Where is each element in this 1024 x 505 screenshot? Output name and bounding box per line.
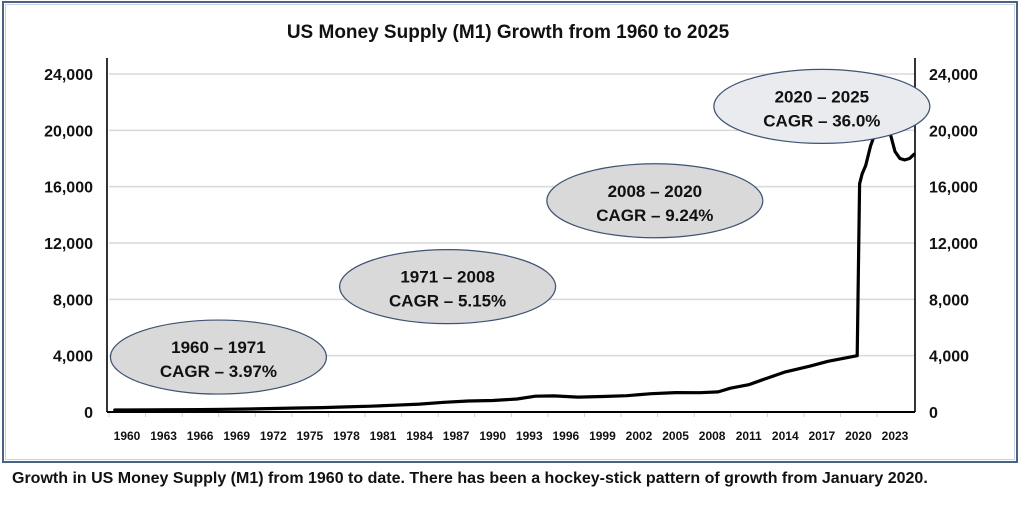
x-tick-label: 2020 bbox=[845, 429, 872, 443]
y-tick-label-right: 4,000 bbox=[929, 349, 969, 366]
annotation-callout: 2020 – 2025 CAGR – 36.0% bbox=[713, 68, 931, 144]
x-tick-label: 1996 bbox=[553, 429, 580, 443]
y-tick-label-left: 4,000 bbox=[53, 349, 93, 366]
annotation-callout: 1971 – 2008 CAGR – 5.15% bbox=[339, 249, 557, 325]
annotation-ellipse bbox=[109, 319, 328, 395]
y-tick-label-right: 0 bbox=[929, 405, 938, 422]
chart-title: US Money Supply (M1) Growth from 1960 to… bbox=[287, 22, 730, 43]
y-tick-label-left: 24,000 bbox=[44, 67, 93, 84]
y-tick-label-right: 20,000 bbox=[929, 123, 978, 140]
x-tick-label: 1966 bbox=[187, 429, 214, 443]
annotation-cagr: CAGR – 36.0% bbox=[763, 111, 880, 130]
y-tick-label-right: 24,000 bbox=[929, 67, 978, 84]
y-tick-label-left: 20,000 bbox=[44, 123, 93, 140]
x-tick-label: 2017 bbox=[809, 429, 836, 443]
annotation-cagr: CAGR – 3.97% bbox=[160, 362, 277, 381]
x-tick-label: 2011 bbox=[736, 429, 762, 443]
x-tick-label: 1981 bbox=[370, 429, 397, 443]
chart-frame-inner bbox=[5, 4, 1015, 460]
y-tick-label-left: 0 bbox=[84, 405, 93, 422]
x-tick-label: 2005 bbox=[662, 429, 689, 443]
y-axis-left-labels: 0 4,000 8,000 12,000 16,000 20,000 24,000 bbox=[44, 67, 93, 422]
annotations-layer: 1960 – 1971 CAGR – 3.97% 1971 – 2008 CAGR –… bbox=[109, 68, 931, 395]
x-tick-label: 1975 bbox=[297, 429, 324, 443]
x-tick-label: 1969 bbox=[223, 429, 250, 443]
x-tick-label: 1990 bbox=[479, 429, 506, 443]
x-tick-label: 2014 bbox=[772, 429, 799, 443]
annotation-cagr: CAGR – 9.24% bbox=[596, 206, 713, 225]
x-tick-label: 1972 bbox=[260, 429, 287, 443]
y-tick-label-left: 8,000 bbox=[53, 292, 93, 309]
x-tick-label: 2023 bbox=[882, 429, 909, 443]
x-tick-label: 1987 bbox=[443, 429, 470, 443]
annotation-ellipse bbox=[339, 249, 557, 325]
figure-caption: Growth in US Money Supply (M1) from 1960… bbox=[12, 470, 928, 487]
x-tick-label: 1999 bbox=[589, 429, 616, 443]
annotation-ellipse bbox=[713, 68, 931, 144]
x-tick-label: 2008 bbox=[699, 429, 726, 443]
annotation-period: 2020 – 2025 bbox=[775, 87, 870, 106]
x-tick-label: 1963 bbox=[150, 429, 177, 443]
annotation-ellipse bbox=[546, 163, 764, 239]
x-tick-label: 1984 bbox=[406, 429, 433, 443]
x-axis-labels: 1960 1963 1966 1969 1972 1975 1978 1981 1984 1987… bbox=[114, 429, 909, 443]
y-tick-label-left: 16,000 bbox=[44, 180, 93, 197]
y-tick-label-right: 8,000 bbox=[929, 292, 969, 309]
x-tick-label: 1978 bbox=[333, 429, 360, 443]
y-axis-right-labels: 0 4,000 8,000 12,000 16,000 20,000 24,000 bbox=[929, 67, 978, 422]
x-tick-label: 1960 bbox=[114, 429, 141, 443]
y-tick-label-right: 16,000 bbox=[929, 180, 978, 197]
annotation-cagr: CAGR – 5.15% bbox=[389, 292, 506, 311]
annotation-period: 1960 – 1971 bbox=[171, 338, 266, 357]
annotation-period: 2008 – 2020 bbox=[608, 182, 703, 201]
y-tick-label-left: 12,000 bbox=[44, 236, 93, 253]
y-tick-label-right: 12,000 bbox=[929, 236, 978, 253]
annotation-callout: 1960 – 1971 CAGR – 3.97% bbox=[109, 319, 328, 395]
annotation-period: 1971 – 2008 bbox=[400, 268, 495, 287]
x-tick-label: 2002 bbox=[626, 429, 653, 443]
x-tick-label: 1993 bbox=[516, 429, 543, 443]
annotation-callout: 2008 – 2020 CAGR – 9.24% bbox=[546, 163, 764, 239]
